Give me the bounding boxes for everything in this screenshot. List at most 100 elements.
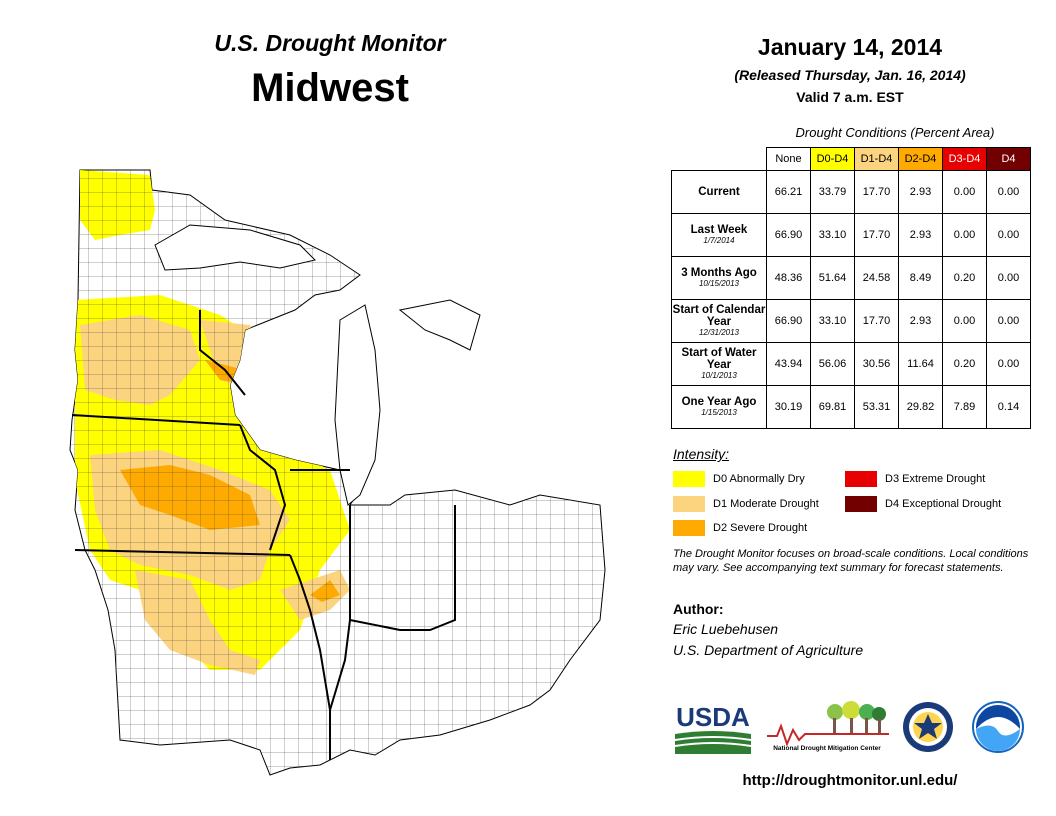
row-label-text: Last Week [690, 224, 748, 236]
row-label-text: 3 Months Ago [681, 267, 757, 279]
svg-text:USDA: USDA [676, 702, 750, 732]
column-header: D0-D4 [810, 147, 855, 171]
table-cell: 66.90 [766, 213, 811, 257]
ndmc-logo: National Drought Mitigation Center [767, 701, 889, 752]
legend-swatch-d1 [673, 496, 705, 512]
row-label: Current [671, 170, 767, 214]
table-cell: 66.21 [766, 170, 811, 214]
row-date: 1/7/2014 [703, 236, 735, 245]
lake-michigan [334, 304, 381, 506]
table-cell: 53.31 [854, 385, 899, 429]
table-cell: 17.70 [854, 299, 899, 343]
table-cell: 0.00 [942, 299, 987, 343]
column-header: None [766, 147, 811, 171]
legend-item-d3: D3 Extreme Drought [845, 471, 985, 487]
table-cell: 29.82 [898, 385, 943, 429]
legend-item-d0: D0 Abnormally Dry [673, 471, 805, 487]
table-cell: 69.81 [810, 385, 855, 429]
row-date: 12/31/2013 [698, 328, 740, 337]
table-cell: 66.90 [766, 299, 811, 343]
row-label: 3 Months Ago 10/15/2013 [671, 256, 767, 300]
table-cell: 33.10 [810, 213, 855, 257]
row-label-text: Start of Water Year [681, 347, 757, 371]
row-label: One Year Ago 1/15/2013 [671, 385, 767, 429]
date-title: January 14, 2014 [757, 34, 943, 60]
svg-text:National Drought Mitigation Ce: National Drought Mitigation Center [773, 745, 881, 752]
table-cell: 17.70 [854, 213, 899, 257]
row-date: 10/1/2013 [701, 371, 737, 380]
legend-swatch-d2 [673, 520, 705, 536]
legend-label-d1: D1 Moderate Drought [713, 498, 819, 510]
series-title: U.S. Drought Monitor [214, 30, 446, 56]
table-cell: 0.20 [942, 342, 987, 386]
table-cell: 2.93 [898, 170, 943, 214]
lake-huron [398, 299, 481, 351]
column-header: D1-D4 [854, 147, 899, 171]
author-org: U.S. Department of Agriculture [673, 642, 864, 658]
disclaimer-note: The Drought Monitor focuses on broad-sca… [673, 548, 1029, 574]
table-row: Current 66.21 33.79 17.70 2.93 0.00 0.00 [671, 170, 1031, 214]
row-date: 1/15/2013 [701, 408, 737, 417]
usda-logo: USDA [674, 702, 752, 754]
table-cell: 30.56 [854, 342, 899, 386]
table-cell: 56.06 [810, 342, 855, 386]
column-header: D3-D4 [942, 147, 987, 171]
table-cell: 24.58 [854, 256, 899, 300]
legend-title: Intensity: [673, 446, 730, 462]
legend-label-d4: D4 Exceptional Drought [885, 498, 1002, 510]
table-row: Last Week 1/7/2014 66.90 33.10 17.70 2.93 0.00… [671, 213, 1031, 257]
table-cell: 2.93 [898, 299, 943, 343]
table-cell: 48.36 [766, 256, 811, 300]
legend-label-d0: D0 Abnormally Dry [713, 473, 805, 485]
table-row: Start of Water Year 10/1/2013 43.94 56.06 30… [671, 342, 1031, 386]
table-corner [671, 147, 767, 171]
legend-swatch-d0 [673, 471, 705, 487]
table-row: One Year Ago 1/15/2013 30.19 69.81 53.31 29.8… [671, 385, 1031, 429]
table-cell: 0.14 [986, 385, 1031, 429]
author-label: Author: [673, 601, 724, 617]
table-cell: 0.00 [986, 342, 1031, 386]
table-cell: 0.00 [986, 256, 1031, 300]
column-header: D2-D4 [898, 147, 943, 171]
table-cell: 33.10 [810, 299, 855, 343]
table-cell: 2.93 [898, 213, 943, 257]
row-label: Start of Water Year 10/1/2013 [671, 342, 767, 386]
noaa-logo [972, 701, 1024, 753]
legend-label-d2: D2 Severe Drought [713, 522, 808, 534]
table-cell: 0.00 [986, 213, 1031, 257]
legend-item-d2: D2 Severe Drought [673, 520, 807, 536]
drought-conditions-table: None D0-D4 D1-D4 D2-D4 D3-D4 D4 Current 66.21 33… [671, 147, 1031, 429]
table-cell: 0.00 [986, 170, 1031, 214]
region-title: Midwest [251, 66, 409, 110]
table-cell: 51.64 [810, 256, 855, 300]
legend-swatch-d3 [845, 471, 877, 487]
table-row: Start of Calendar Year 12/31/2013 66.90 33.… [671, 299, 1031, 343]
row-label: Start of Calendar Year 12/31/2013 [671, 299, 767, 343]
table-cell: 43.94 [766, 342, 811, 386]
row-label: Last Week 1/7/2014 [671, 213, 767, 257]
table-caption: Drought Conditions (Percent Area) [795, 125, 995, 140]
table-cell: 17.70 [854, 170, 899, 214]
release-date: (Released Thursday, Jan. 16, 2014) [734, 67, 966, 83]
drought-map [69, 169, 606, 776]
table-cell: 0.00 [986, 299, 1031, 343]
table-row: 3 Months Ago 10/15/2013 48.36 51.64 24.58 8.4… [671, 256, 1031, 300]
table-cell: 0.00 [942, 170, 987, 214]
lake-superior [154, 224, 316, 271]
table-cell: 8.49 [898, 256, 943, 300]
row-label-text: Current [698, 186, 740, 198]
state-borders [71, 310, 456, 760]
legend-label-d3: D3 Extreme Drought [885, 473, 986, 485]
table-cell: 33.79 [810, 170, 855, 214]
table-cell: 0.00 [942, 213, 987, 257]
doc-seal-logo [903, 702, 953, 752]
author-name: Eric Luebehusen [673, 621, 779, 637]
legend-item-d1: D1 Moderate Drought [673, 496, 819, 512]
table-cell: 7.89 [942, 385, 987, 429]
legend-item-d4: D4 Exceptional Drought [845, 496, 1001, 512]
table-cell: 30.19 [766, 385, 811, 429]
website-url[interactable]: http://droughtmonitor.unl.edu/ [742, 772, 958, 789]
table-cell: 0.20 [942, 256, 987, 300]
table-cell: 11.64 [898, 342, 943, 386]
row-label-text: One Year Ago [681, 396, 757, 408]
